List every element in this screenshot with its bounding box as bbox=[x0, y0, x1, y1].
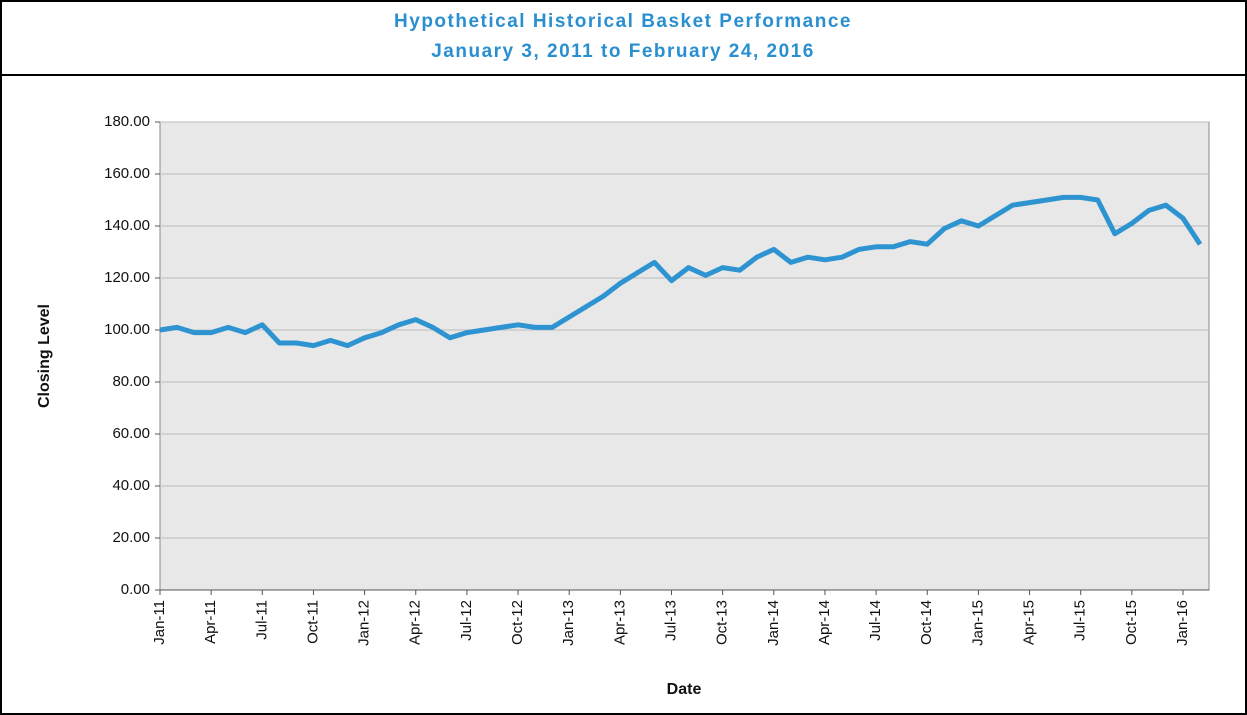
x-tick-label: Apr-11 bbox=[202, 600, 219, 644]
x-tick-label: Apr-13 bbox=[611, 600, 628, 645]
x-tick-label: Oct-11 bbox=[304, 600, 321, 644]
chart-subtitle: January 3, 2011 to February 24, 2016 bbox=[431, 41, 815, 62]
y-tick-label: 160.00 bbox=[104, 165, 150, 182]
x-axis-title: Date bbox=[667, 681, 702, 698]
x-tick-label: Apr-15 bbox=[1021, 600, 1038, 645]
y-tick-label: 140.00 bbox=[104, 217, 150, 234]
x-tick-label: Jul-13 bbox=[662, 600, 679, 641]
x-tick-label: Jan-16 bbox=[1174, 600, 1191, 646]
y-tick-label: 100.00 bbox=[104, 321, 150, 338]
y-tick-label: 60.00 bbox=[112, 425, 150, 442]
chart-title: Hypothetical Historical Basket Performan… bbox=[394, 11, 852, 32]
plot-area bbox=[159, 121, 1210, 591]
y-tick-label: 0.00 bbox=[121, 581, 150, 598]
x-tick-label: Jul-14 bbox=[867, 600, 884, 641]
x-tick-label: Oct-14 bbox=[918, 600, 935, 645]
y-axis-title: Closing Level bbox=[36, 304, 53, 408]
x-tick-label: Jul-12 bbox=[458, 600, 475, 641]
x-tick-label: Jan-11 bbox=[151, 600, 168, 645]
y-tick-label: 20.00 bbox=[112, 529, 150, 546]
y-tick-label: 40.00 bbox=[112, 477, 150, 494]
x-tick-label: Oct-12 bbox=[509, 600, 526, 645]
x-tick-label: Apr-14 bbox=[816, 600, 833, 645]
x-tick-label: Jan-15 bbox=[969, 600, 986, 646]
x-tick-label: Oct-15 bbox=[1123, 600, 1140, 645]
y-tick-label: 120.00 bbox=[104, 269, 150, 286]
x-tick-label: Jan-12 bbox=[356, 600, 373, 646]
x-tick-label: Oct-13 bbox=[714, 600, 731, 645]
y-tick-label: 80.00 bbox=[112, 373, 150, 390]
x-tick-label: Jul-11 bbox=[253, 600, 270, 640]
x-tick-label: Jan-14 bbox=[765, 600, 782, 646]
x-tick-label: Jan-13 bbox=[560, 600, 577, 646]
x-tick-label: Jul-15 bbox=[1072, 600, 1089, 641]
data-line bbox=[159, 194, 1203, 349]
y-tick-label: 180.00 bbox=[104, 113, 150, 130]
x-tick-label: Apr-12 bbox=[407, 600, 424, 645]
